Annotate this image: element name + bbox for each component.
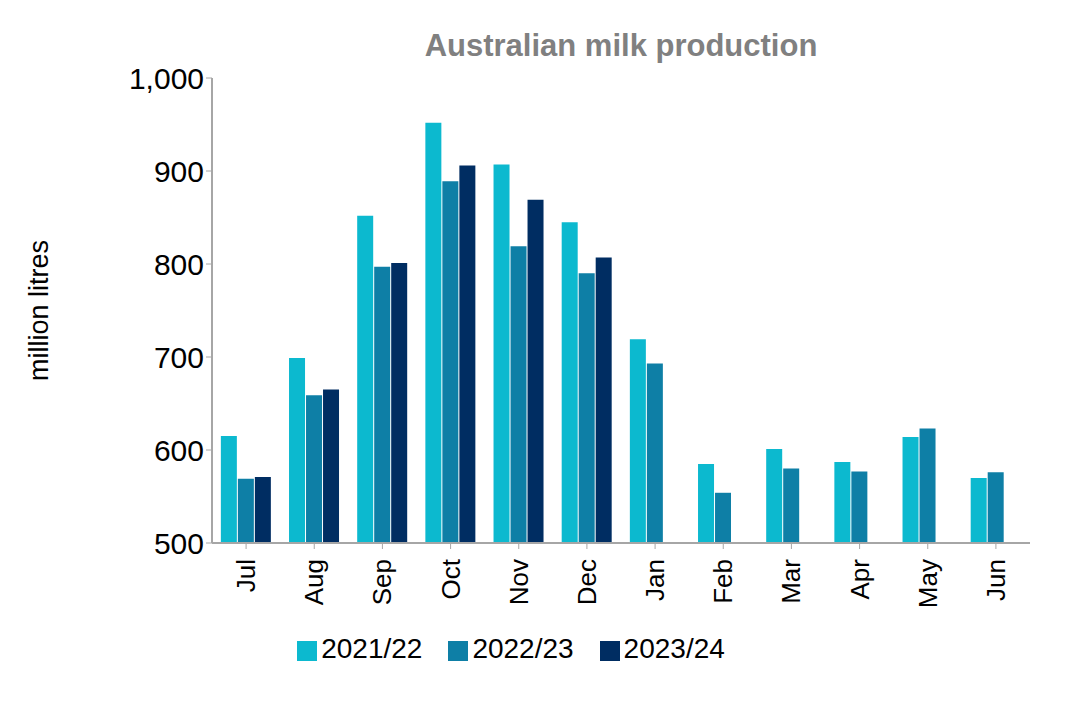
svg-text:600: 600 — [154, 434, 204, 467]
svg-text:Jun: Jun — [981, 559, 1011, 601]
html-text:2023/24: 2023/24 — [623, 633, 725, 664]
svg-text:Jan: Jan — [640, 559, 670, 601]
svg-text:1,000: 1,000 — [129, 62, 204, 95]
svg-text:Sep: Sep — [367, 559, 397, 605]
svg-text:500: 500 — [154, 527, 204, 560]
svg-text:Aug: Aug — [299, 559, 329, 605]
svg-text:Jul: Jul — [231, 559, 261, 592]
svg-text:Mar: Mar — [776, 559, 806, 604]
html-text:2022/23: 2022/23 — [472, 633, 574, 664]
svg-text:700: 700 — [154, 341, 204, 374]
svg-text:million litres: million litres — [24, 240, 54, 381]
svg-text:900: 900 — [154, 155, 204, 188]
svg-text:Nov: Nov — [504, 559, 534, 605]
svg-text:800: 800 — [154, 248, 204, 281]
svg-text:Oct: Oct — [436, 558, 466, 599]
svg-text:Feb: Feb — [708, 559, 738, 604]
html-text:2021/22: 2021/22 — [321, 633, 423, 664]
svg-text:Apr: Apr — [845, 559, 875, 600]
svg-text:May: May — [913, 559, 943, 608]
html-text:Australian milk production: Australian milk production — [424, 28, 818, 63]
svg-text:Dec: Dec — [572, 559, 602, 605]
